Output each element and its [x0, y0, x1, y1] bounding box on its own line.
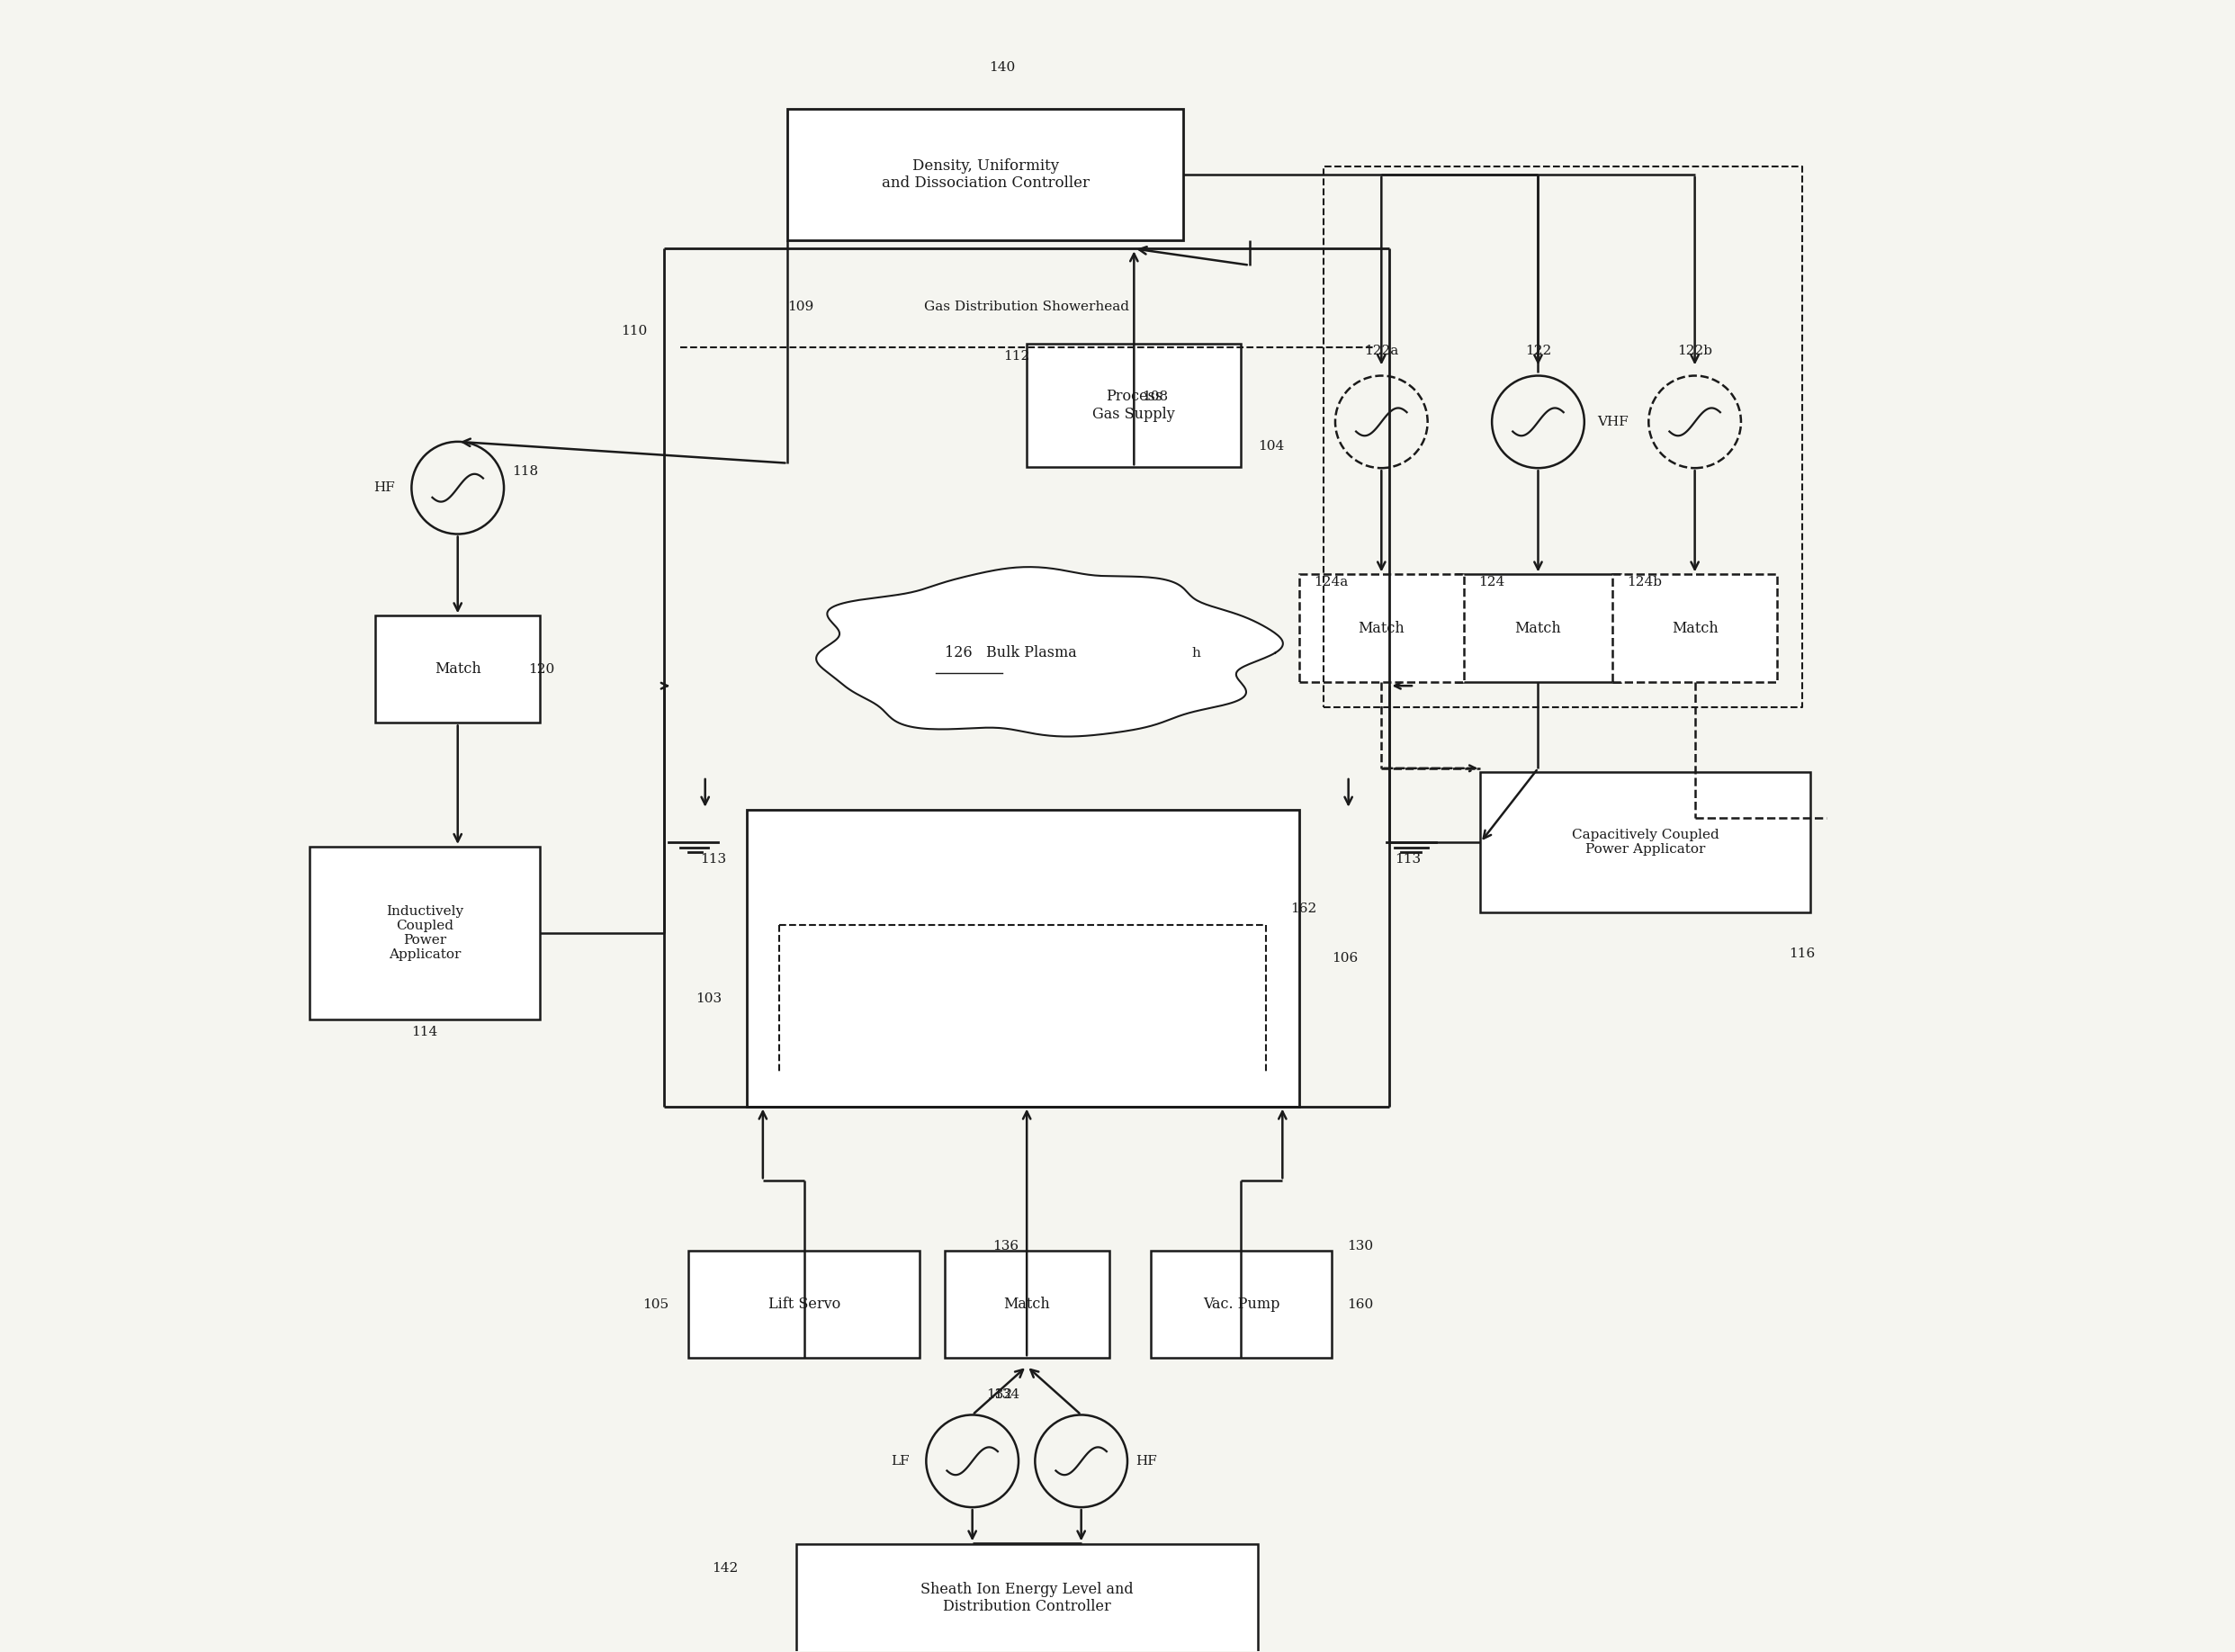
- Text: 122: 122: [1524, 345, 1551, 357]
- Text: Process
Gas Supply: Process Gas Supply: [1093, 388, 1176, 421]
- Text: 132: 132: [986, 1389, 1012, 1401]
- Text: 104: 104: [1258, 441, 1285, 453]
- Text: 110: 110: [621, 325, 648, 337]
- Text: 113: 113: [1395, 852, 1421, 866]
- Text: 122b: 122b: [1676, 345, 1712, 357]
- Text: Lift Servo: Lift Servo: [769, 1297, 840, 1312]
- Text: 114: 114: [411, 1026, 438, 1039]
- Text: 124: 124: [1480, 575, 1504, 588]
- Text: Sheath Ion Energy Level and
Distribution Controller: Sheath Ion Energy Level and Distribution…: [921, 1581, 1133, 1614]
- Text: 120: 120: [530, 662, 554, 676]
- Text: 113: 113: [700, 852, 726, 866]
- FancyBboxPatch shape: [1151, 1251, 1332, 1358]
- Text: 103: 103: [695, 993, 722, 1006]
- Text: Match: Match: [1359, 621, 1404, 636]
- FancyBboxPatch shape: [787, 109, 1185, 241]
- Text: 162: 162: [1290, 902, 1316, 915]
- Text: Match: Match: [1515, 621, 1562, 636]
- Text: Match: Match: [434, 662, 481, 677]
- Text: 124b: 124b: [1627, 575, 1663, 588]
- FancyBboxPatch shape: [1611, 575, 1777, 682]
- Polygon shape: [816, 567, 1283, 737]
- Text: Match: Match: [1672, 621, 1719, 636]
- Text: 108: 108: [1142, 392, 1169, 403]
- Text: HF: HF: [1135, 1455, 1158, 1467]
- Text: 122a: 122a: [1363, 345, 1399, 357]
- Text: 130: 130: [1348, 1241, 1372, 1252]
- Text: Capacitively Coupled
Power Applicator: Capacitively Coupled Power Applicator: [1571, 829, 1719, 856]
- Text: 142: 142: [711, 1563, 738, 1574]
- Text: 126   Bulk Plasma: 126 Bulk Plasma: [945, 646, 1077, 661]
- Text: 112: 112: [1004, 350, 1030, 362]
- FancyBboxPatch shape: [945, 1251, 1109, 1358]
- FancyBboxPatch shape: [1299, 575, 1464, 682]
- FancyBboxPatch shape: [1026, 344, 1240, 468]
- Text: 160: 160: [1348, 1298, 1372, 1310]
- FancyBboxPatch shape: [1480, 773, 1810, 912]
- FancyBboxPatch shape: [375, 616, 541, 724]
- Text: 140: 140: [988, 61, 1015, 74]
- FancyBboxPatch shape: [308, 846, 541, 1019]
- Text: 109: 109: [787, 301, 814, 312]
- FancyBboxPatch shape: [746, 809, 1299, 1107]
- Text: 136: 136: [992, 1241, 1019, 1252]
- Text: Match: Match: [1004, 1297, 1050, 1312]
- Text: HF: HF: [373, 481, 396, 494]
- Text: Vac. Pump: Vac. Pump: [1202, 1297, 1281, 1312]
- Text: 106: 106: [1332, 952, 1359, 965]
- Text: 134: 134: [995, 1389, 1019, 1401]
- Text: LF: LF: [892, 1455, 910, 1467]
- FancyBboxPatch shape: [796, 1545, 1258, 1652]
- FancyBboxPatch shape: [1455, 575, 1620, 682]
- Text: 124a: 124a: [1314, 575, 1348, 588]
- Text: Inductively
Coupled
Power
Applicator: Inductively Coupled Power Applicator: [387, 905, 463, 961]
- FancyBboxPatch shape: [688, 1251, 919, 1358]
- Text: 105: 105: [644, 1298, 668, 1310]
- Text: 116: 116: [1788, 948, 1815, 960]
- Text: 118: 118: [512, 466, 539, 477]
- Text: VHF: VHF: [1598, 416, 1629, 428]
- Text: Density, Uniformity
and Dissociation Controller: Density, Uniformity and Dissociation Con…: [881, 159, 1088, 192]
- Text: h: h: [1191, 646, 1200, 659]
- Text: Gas Distribution Showerhead: Gas Distribution Showerhead: [925, 301, 1129, 312]
